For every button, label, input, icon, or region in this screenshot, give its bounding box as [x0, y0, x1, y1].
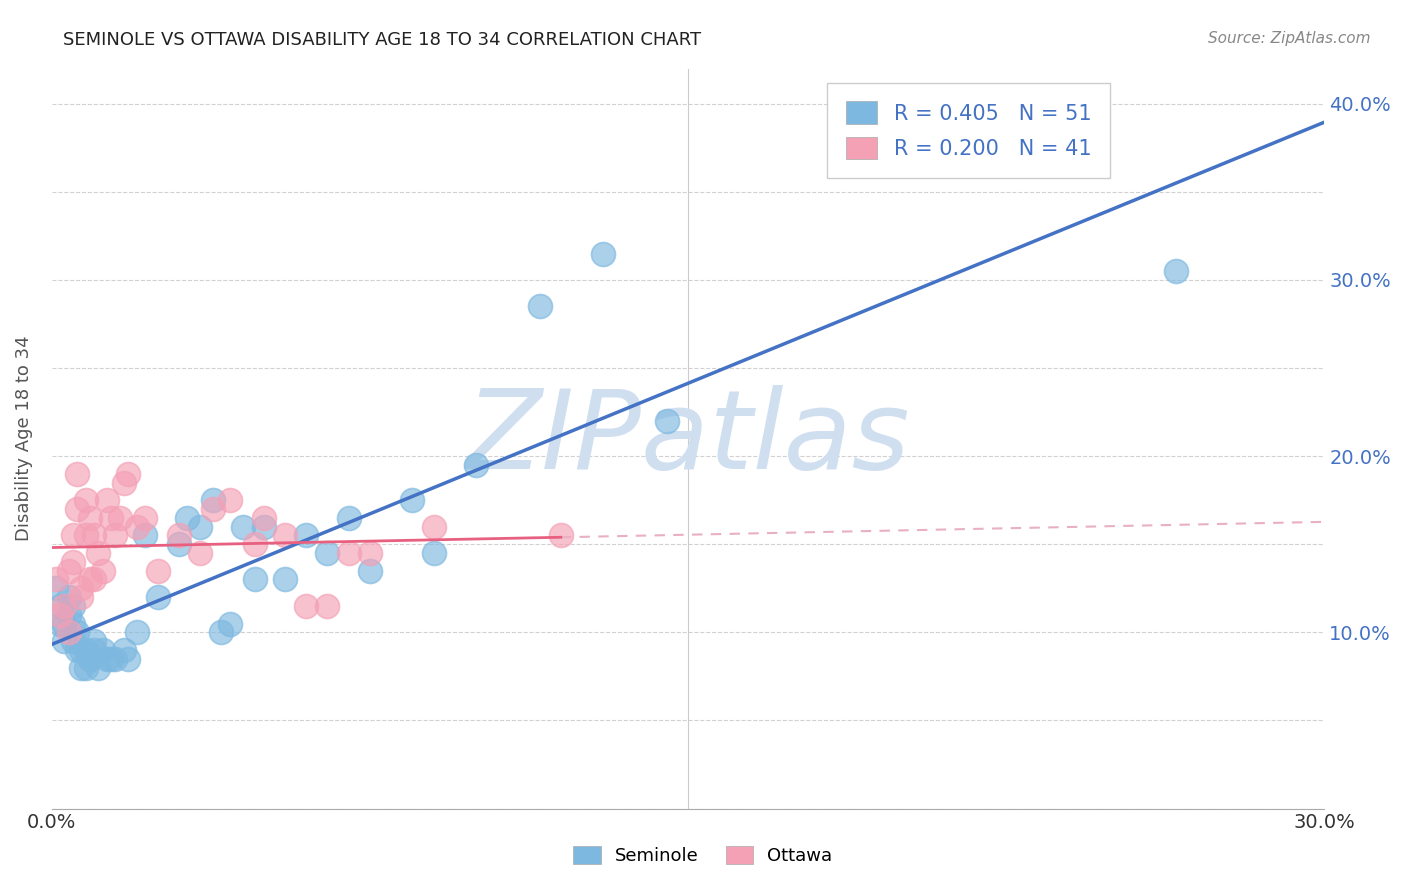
Point — [96, 493, 118, 508]
Point — [62, 616, 84, 631]
Point — [112, 643, 135, 657]
Point — [465, 458, 488, 472]
Point — [70, 643, 93, 657]
Point — [134, 511, 156, 525]
Point — [146, 590, 169, 604]
Point — [104, 528, 127, 542]
Point — [188, 519, 211, 533]
Point — [176, 511, 198, 525]
Point — [49, 607, 72, 622]
Point — [83, 573, 105, 587]
Point — [316, 599, 339, 613]
Point — [100, 511, 122, 525]
Point — [83, 643, 105, 657]
Point — [529, 299, 551, 313]
Point — [422, 519, 444, 533]
Point — [245, 573, 267, 587]
Point — [295, 599, 318, 613]
Point — [45, 582, 67, 596]
Point — [253, 511, 276, 525]
Point — [62, 528, 84, 542]
Point — [245, 537, 267, 551]
Point — [108, 511, 131, 525]
Point — [66, 467, 89, 481]
Point — [75, 660, 97, 674]
Point — [91, 643, 114, 657]
Text: SEMINOLE VS OTTAWA DISABILITY AGE 18 TO 34 CORRELATION CHART: SEMINOLE VS OTTAWA DISABILITY AGE 18 TO … — [63, 31, 702, 49]
Text: Source: ZipAtlas.com: Source: ZipAtlas.com — [1208, 31, 1371, 46]
Point — [232, 519, 254, 533]
Point — [209, 625, 232, 640]
Point — [422, 546, 444, 560]
Point — [45, 573, 67, 587]
Point — [75, 528, 97, 542]
Text: ZIPatlas: ZIPatlas — [465, 385, 910, 492]
Point — [58, 607, 80, 622]
Point — [274, 528, 297, 542]
Point — [359, 546, 381, 560]
Point — [75, 493, 97, 508]
Point — [274, 573, 297, 587]
Point — [79, 652, 101, 666]
Point — [112, 475, 135, 490]
Legend: R = 0.405   N = 51, R = 0.200   N = 41: R = 0.405 N = 51, R = 0.200 N = 41 — [827, 83, 1111, 178]
Point — [70, 582, 93, 596]
Point — [96, 652, 118, 666]
Point — [70, 590, 93, 604]
Point — [49, 599, 72, 613]
Point — [146, 564, 169, 578]
Point — [62, 634, 84, 648]
Point — [104, 652, 127, 666]
Point — [201, 502, 224, 516]
Point — [401, 493, 423, 508]
Point — [75, 643, 97, 657]
Point — [79, 573, 101, 587]
Point — [359, 564, 381, 578]
Point — [125, 625, 148, 640]
Point — [66, 643, 89, 657]
Point — [79, 652, 101, 666]
Point — [117, 467, 139, 481]
Point — [1164, 264, 1187, 278]
Y-axis label: Disability Age 18 to 34: Disability Age 18 to 34 — [15, 335, 32, 541]
Point — [201, 493, 224, 508]
Point — [49, 616, 72, 631]
Point — [125, 519, 148, 533]
Point — [58, 590, 80, 604]
Legend: Seminole, Ottawa: Seminole, Ottawa — [564, 837, 842, 874]
Point — [53, 599, 76, 613]
Point — [117, 652, 139, 666]
Point — [295, 528, 318, 542]
Point — [70, 660, 93, 674]
Point — [550, 528, 572, 542]
Point — [62, 599, 84, 613]
Point — [83, 528, 105, 542]
Point — [91, 564, 114, 578]
Point — [66, 625, 89, 640]
Point — [655, 414, 678, 428]
Point — [83, 634, 105, 648]
Point — [167, 528, 190, 542]
Point — [58, 625, 80, 640]
Point — [337, 511, 360, 525]
Point — [188, 546, 211, 560]
Point — [337, 546, 360, 560]
Point — [592, 246, 614, 260]
Point — [53, 616, 76, 631]
Point — [87, 660, 110, 674]
Point — [79, 511, 101, 525]
Point — [58, 564, 80, 578]
Point — [219, 493, 242, 508]
Point — [53, 634, 76, 648]
Point — [62, 555, 84, 569]
Point — [316, 546, 339, 560]
Point — [219, 616, 242, 631]
Point — [100, 652, 122, 666]
Point — [253, 519, 276, 533]
Point — [87, 546, 110, 560]
Point — [167, 537, 190, 551]
Point — [134, 528, 156, 542]
Point — [66, 502, 89, 516]
